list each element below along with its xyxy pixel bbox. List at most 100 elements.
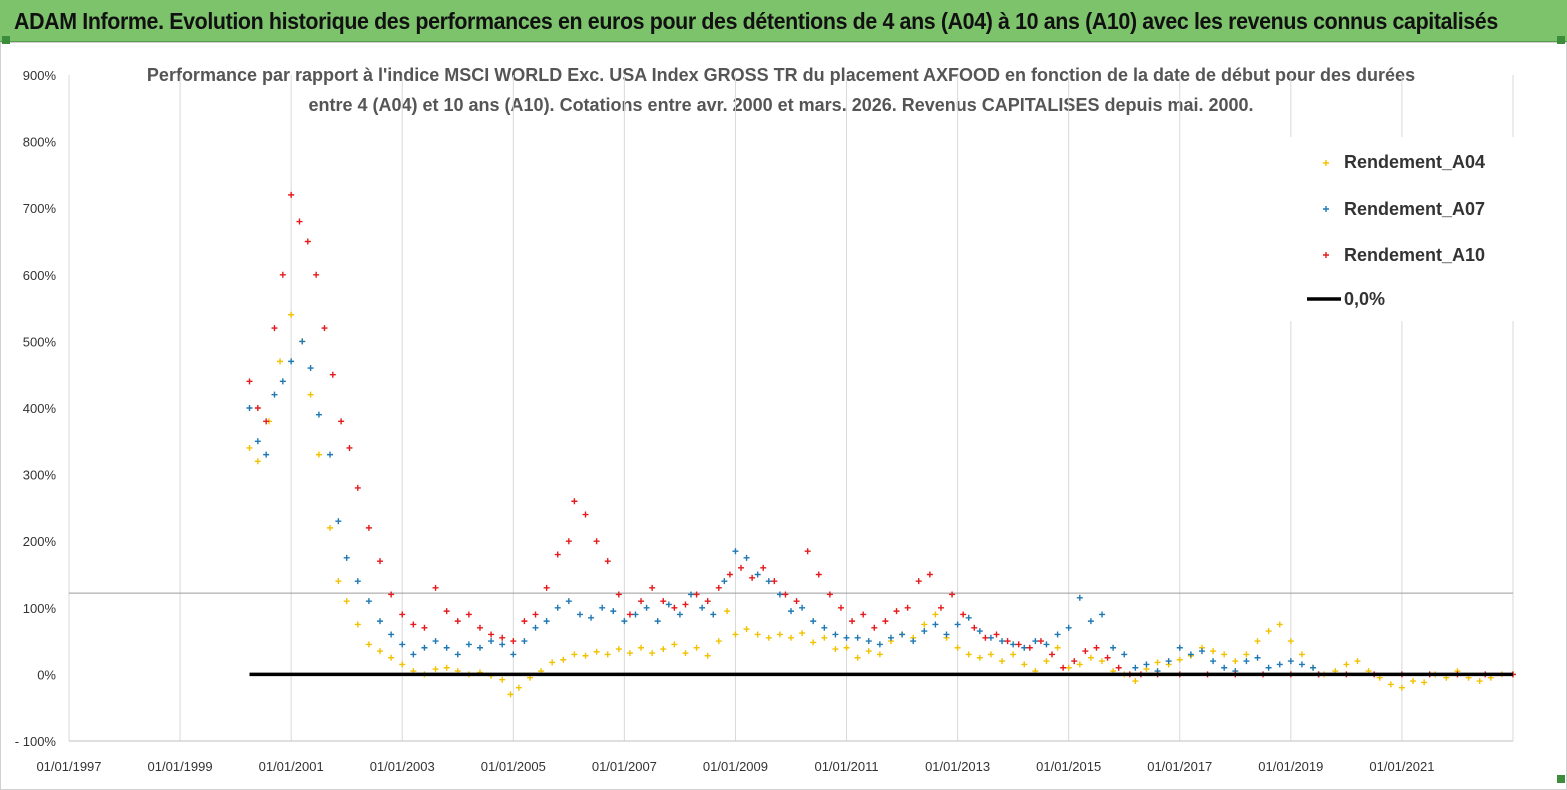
- data-point: [399, 641, 406, 648]
- data-point: [549, 659, 556, 666]
- y-tick-label: - 100%: [15, 734, 57, 749]
- data-point: [771, 578, 778, 585]
- data-point: [976, 628, 983, 635]
- data-point: [704, 652, 711, 659]
- data-point: [443, 644, 450, 651]
- data-point: [565, 598, 572, 605]
- data-point: [532, 611, 539, 618]
- data-point: [876, 641, 883, 648]
- data-point: [604, 651, 611, 658]
- data-point: [443, 608, 450, 615]
- legend[interactable]: Rendement_A04 Rendement_A07 Rendement_A1…: [1286, 137, 1514, 321]
- data-point: [849, 618, 856, 625]
- data-point: [1410, 678, 1417, 685]
- data-point: [571, 651, 578, 658]
- data-point: [1099, 658, 1106, 665]
- data-point: [488, 631, 495, 638]
- data-point: [726, 571, 733, 578]
- data-point: [1176, 644, 1183, 651]
- x-tick-label: 01/01/2017: [1147, 759, 1212, 774]
- data-point: [321, 325, 328, 332]
- data-point: [1010, 651, 1017, 658]
- data-point: [246, 444, 253, 451]
- data-point: [454, 618, 461, 625]
- data-point: [854, 634, 861, 641]
- data-point: [832, 646, 839, 653]
- data-point: [754, 571, 761, 578]
- data-point: [254, 438, 261, 445]
- data-point: [732, 631, 739, 638]
- data-point: [1354, 658, 1361, 665]
- data-point: [1021, 644, 1028, 651]
- data-point: [343, 598, 350, 605]
- data-point: [599, 604, 606, 611]
- data-point: [313, 271, 320, 278]
- data-point: [271, 391, 278, 398]
- data-point: [543, 618, 550, 625]
- data-point: [1076, 661, 1083, 668]
- data-point: [804, 548, 811, 555]
- data-point: [749, 574, 756, 581]
- data-point: [1043, 658, 1050, 665]
- data-point: [1065, 624, 1072, 631]
- data-point: [277, 358, 284, 365]
- data-point: [1387, 681, 1394, 688]
- data-point: [999, 658, 1006, 665]
- legend-box: [1286, 137, 1514, 321]
- legend-label-zero: 0,0%: [1344, 289, 1385, 309]
- data-point: [671, 641, 678, 648]
- data-point: [365, 598, 372, 605]
- data-point: [626, 611, 633, 618]
- data-point: [821, 634, 828, 641]
- data-point: [1143, 661, 1150, 668]
- data-point: [799, 630, 806, 637]
- data-point: [1071, 658, 1078, 665]
- data-point: [1115, 664, 1122, 671]
- data-point: [621, 618, 628, 625]
- data-point: [346, 444, 353, 451]
- data-point: [724, 608, 731, 615]
- data-point: [1004, 638, 1011, 645]
- x-tick-label: 01/01/2003: [370, 759, 435, 774]
- data-point: [676, 611, 683, 618]
- data-point: [688, 591, 695, 598]
- chart-area[interactable]: Performance par rapport à l'indice MSCI …: [0, 42, 1567, 790]
- data-point: [1287, 658, 1294, 665]
- data-point: [1065, 664, 1072, 671]
- data-point: [327, 451, 334, 458]
- data-point: [932, 621, 939, 628]
- data-point: [832, 631, 839, 638]
- data-point: [638, 598, 645, 605]
- data-point: [582, 511, 589, 518]
- data-point: [288, 191, 295, 198]
- data-point: [876, 651, 883, 658]
- x-tick-label: 01/01/2021: [1369, 759, 1434, 774]
- data-point: [279, 271, 286, 278]
- data-point: [682, 601, 689, 608]
- data-point: [315, 411, 322, 418]
- data-point: [1221, 664, 1228, 671]
- data-point: [765, 634, 772, 641]
- data-point: [354, 484, 361, 491]
- data-point: [1210, 648, 1217, 655]
- data-point: [604, 558, 611, 565]
- data-point: [588, 614, 595, 621]
- resize-handle-bottom-right[interactable]: [1557, 775, 1565, 783]
- data-point: [788, 608, 794, 615]
- data-point: [1082, 648, 1089, 655]
- data-point: [1032, 638, 1039, 645]
- data-point: [871, 624, 878, 631]
- data-point: [993, 631, 1000, 638]
- resize-handle-top-left[interactable]: [2, 36, 10, 44]
- data-point: [715, 584, 722, 591]
- data-point: [365, 524, 372, 531]
- resize-handle-top-right[interactable]: [1557, 36, 1565, 44]
- data-point: [465, 641, 472, 648]
- x-tick-label: 01/01/2011: [814, 759, 878, 774]
- data-point: [554, 604, 561, 611]
- data-point: [965, 651, 972, 658]
- y-tick-label: 800%: [23, 135, 57, 150]
- data-point: [335, 518, 342, 525]
- data-point: [710, 611, 717, 618]
- data-point: [565, 538, 572, 545]
